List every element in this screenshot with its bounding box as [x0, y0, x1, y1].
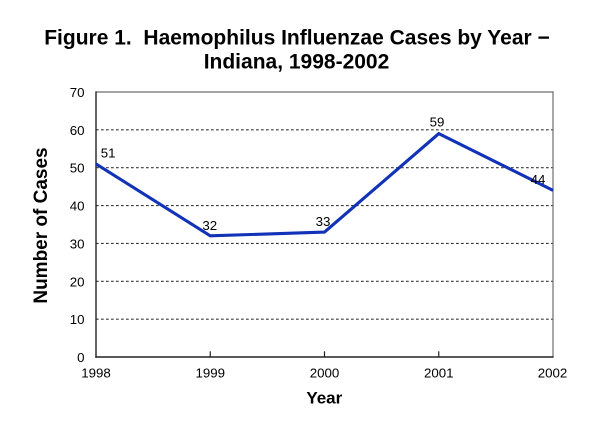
svg-text:2002: 2002	[538, 366, 568, 381]
svg-text:Year: Year	[306, 389, 342, 408]
svg-text:2000: 2000	[310, 366, 340, 381]
svg-text:1999: 1999	[195, 366, 225, 381]
svg-text:32: 32	[202, 218, 217, 233]
svg-text:10: 10	[70, 312, 85, 327]
svg-text:50: 50	[70, 161, 85, 176]
svg-text:20: 20	[70, 274, 85, 289]
svg-text:33: 33	[316, 214, 331, 229]
svg-text:30: 30	[70, 236, 85, 251]
svg-text:60: 60	[70, 123, 85, 138]
svg-text:Number of Cases: Number of Cases	[31, 147, 52, 303]
svg-text:70: 70	[70, 85, 85, 100]
svg-text:1998: 1998	[81, 366, 111, 381]
svg-text:Indiana, 1998-2002: Indiana, 1998-2002	[204, 50, 390, 73]
svg-text:44: 44	[531, 172, 546, 187]
svg-text:40: 40	[70, 199, 85, 214]
svg-text:0: 0	[77, 350, 84, 365]
svg-text:59: 59	[430, 115, 445, 130]
svg-text:Figure 1. Haemophilus Influen: Figure 1. Haemophilus Influenzae Cases b…	[44, 26, 550, 49]
svg-text:51: 51	[101, 146, 116, 161]
svg-text:2001: 2001	[424, 366, 454, 381]
